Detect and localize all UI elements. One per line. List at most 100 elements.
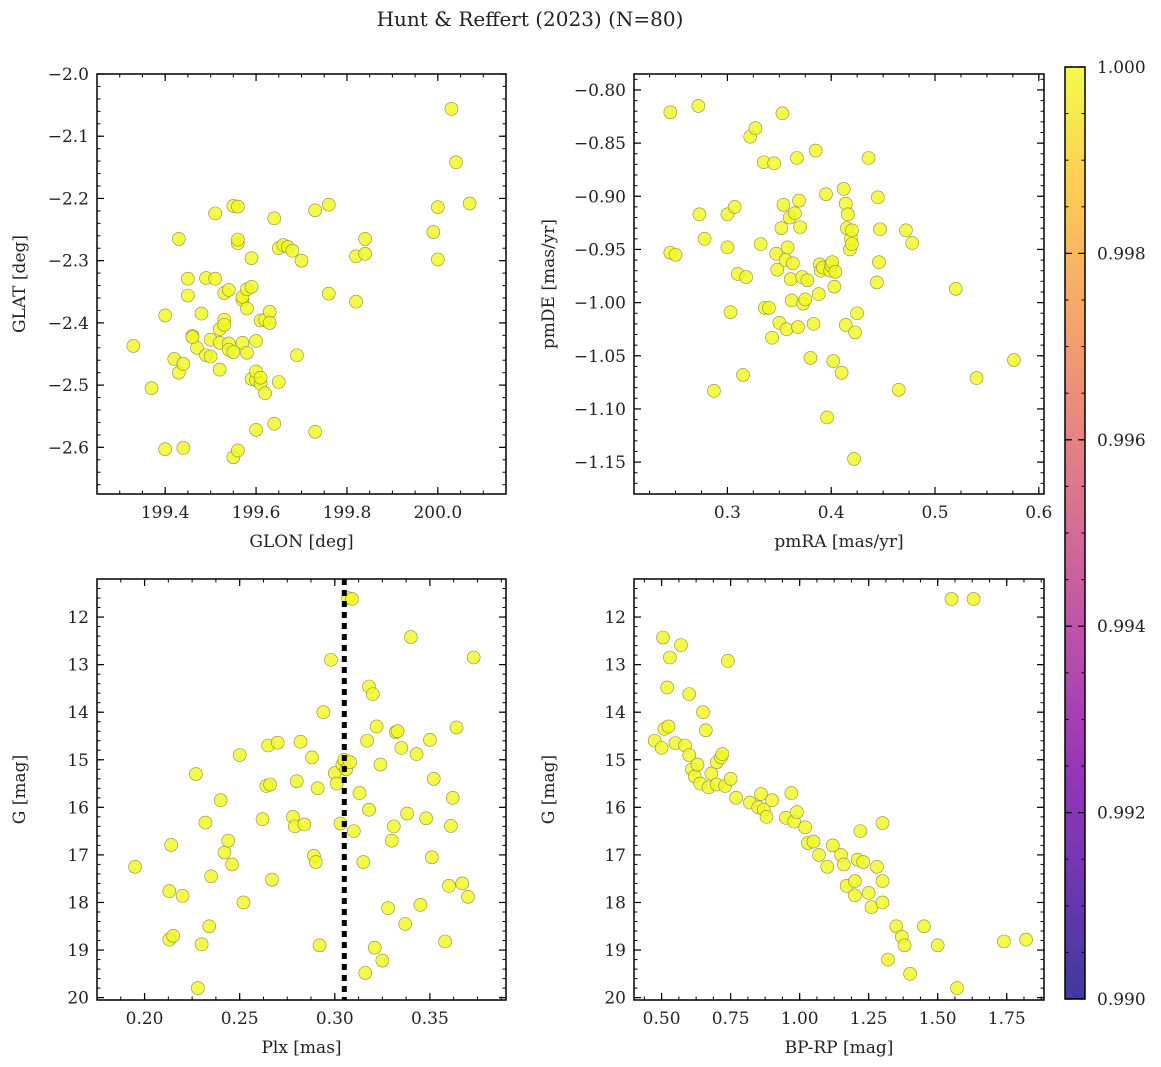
y-tick-label: 13	[604, 656, 626, 676]
data-point	[366, 687, 380, 701]
data-point	[770, 262, 785, 277]
data-point	[837, 857, 851, 872]
data-point	[409, 747, 424, 761]
data-point	[786, 256, 800, 271]
y-tick-label: 15	[67, 751, 89, 771]
data-point	[834, 365, 849, 380]
x-tick-label: 199.6	[232, 503, 281, 523]
data-point	[185, 330, 200, 345]
data-point	[253, 370, 268, 385]
data-point	[727, 200, 742, 214]
data-point	[788, 206, 802, 221]
data-point	[423, 732, 437, 747]
data-point	[848, 888, 862, 903]
data-point	[244, 279, 259, 294]
y-tick-label: −2.0	[48, 65, 89, 85]
data-point	[431, 200, 445, 214]
data-point	[221, 283, 236, 297]
data-point	[373, 757, 388, 772]
data-point	[776, 197, 791, 212]
colorbar-tick-label: 0.992	[1097, 804, 1146, 824]
data-point	[294, 253, 309, 268]
data-point	[265, 872, 279, 887]
data-point	[308, 855, 323, 869]
data-point	[905, 236, 919, 250]
y-tick-label: −2.5	[48, 376, 89, 396]
data-point	[765, 330, 779, 345]
data-point	[917, 919, 931, 934]
data-point	[404, 630, 418, 644]
data-point	[969, 371, 984, 385]
colorbar: 0.990 0.992 0.994 0.996 0.998 1.000	[1064, 58, 1146, 1010]
data-point	[144, 381, 159, 396]
data-point	[739, 270, 753, 284]
data-point	[270, 735, 285, 750]
x-tick-label: 199.8	[323, 503, 372, 523]
y-tick-label: −1.00	[574, 294, 626, 314]
data-point	[444, 819, 458, 833]
data-point	[784, 293, 799, 308]
y-tick-label: 19	[67, 941, 89, 961]
data-point	[845, 237, 859, 251]
data-point	[172, 232, 186, 246]
data-point	[762, 301, 776, 315]
y-tick-label: 18	[67, 893, 89, 913]
x-tick-label: 199.4	[141, 503, 190, 523]
data-point	[853, 824, 868, 838]
y-tick-label: 20	[604, 989, 626, 1009]
y-tick-label: −2.6	[48, 438, 89, 458]
data-point	[321, 286, 336, 301]
data-point	[194, 306, 209, 321]
data-point	[226, 345, 241, 359]
y-axis-label: GLAT [deg]	[10, 235, 30, 333]
data-point	[661, 719, 676, 734]
y-tick-label: 13	[67, 656, 89, 676]
data-point	[267, 416, 282, 431]
data-point	[455, 876, 470, 891]
data-point	[258, 386, 272, 401]
data-point	[736, 368, 750, 382]
data-point	[682, 748, 697, 762]
axes-frame	[96, 73, 507, 495]
data-point	[798, 292, 813, 307]
data-point	[208, 271, 222, 286]
data-point	[723, 771, 738, 786]
data-point	[244, 251, 259, 265]
data-point	[723, 305, 738, 319]
data-point	[271, 375, 286, 389]
data-point	[263, 777, 277, 792]
y-tick-label: −0.80	[574, 81, 626, 101]
y-tick-label: 19	[604, 941, 626, 961]
data-point	[176, 441, 191, 455]
data-point	[793, 220, 807, 234]
data-point	[290, 348, 304, 363]
data-point	[312, 938, 327, 953]
y-tick-label: 14	[604, 703, 626, 723]
data-point	[362, 802, 376, 817]
data-point	[871, 190, 885, 205]
data-point	[316, 705, 331, 719]
x-tick-label: 0.4	[818, 503, 845, 523]
data-point	[825, 838, 840, 853]
x-axis-label: GLON [deg]	[249, 532, 353, 552]
x-axis-label: Plx [mas]	[261, 1038, 341, 1058]
data-point	[231, 232, 245, 247]
data-point	[360, 733, 374, 748]
x-tick-label: 0.3	[714, 503, 741, 523]
y-tick-label: −0.95	[574, 240, 626, 260]
data-point	[875, 816, 890, 830]
data-point	[783, 272, 798, 287]
data-point	[798, 820, 812, 835]
data-point	[790, 805, 804, 819]
panel-glon-glat: 199.4 199.6 199.8 200.0 −2.0 −2.1 −2.2 −2.3 −2.4…	[10, 65, 507, 552]
data-point	[791, 320, 805, 334]
data-point	[668, 247, 683, 262]
data-point	[828, 264, 843, 279]
data-point	[803, 351, 818, 365]
data-point	[850, 306, 864, 321]
data-point	[369, 719, 384, 734]
y-tick-label: 20	[67, 989, 89, 1009]
y-tick-label: 18	[604, 893, 626, 913]
data-point	[656, 630, 670, 645]
data-point	[690, 757, 705, 772]
